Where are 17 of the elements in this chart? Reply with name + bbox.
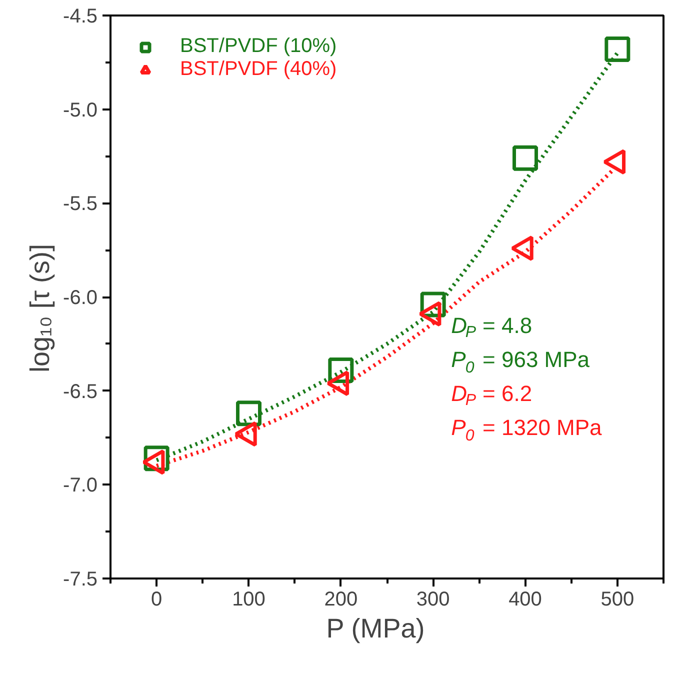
legend-label: BST/PVDF (40%) bbox=[180, 58, 337, 81]
y-tick-label: -6.0 bbox=[63, 287, 98, 309]
y-axis-title: log₁₀ [τ (s)] bbox=[25, 244, 56, 372]
y-tick-label: -5.5 bbox=[63, 193, 98, 216]
x-tick-label: 300 bbox=[416, 588, 450, 610]
y-tick-label: -6.5 bbox=[63, 380, 98, 403]
y-tick-label: -7.5 bbox=[63, 568, 98, 590]
x-axis-title: P (MPa) bbox=[326, 614, 425, 644]
x-tick-label: 200 bbox=[324, 588, 358, 610]
y-tick-label: -4.5 bbox=[63, 6, 98, 28]
y-tick-label: -7.0 bbox=[63, 474, 98, 497]
legend-label: BST/PVDF (10%) bbox=[180, 35, 337, 58]
x-tick-label: 0 bbox=[151, 588, 162, 610]
x-tick-label: 500 bbox=[600, 588, 634, 610]
x-tick-label: 400 bbox=[508, 588, 542, 610]
y-tick-label: -5.0 bbox=[63, 99, 98, 122]
x-tick-label: 100 bbox=[232, 588, 266, 610]
